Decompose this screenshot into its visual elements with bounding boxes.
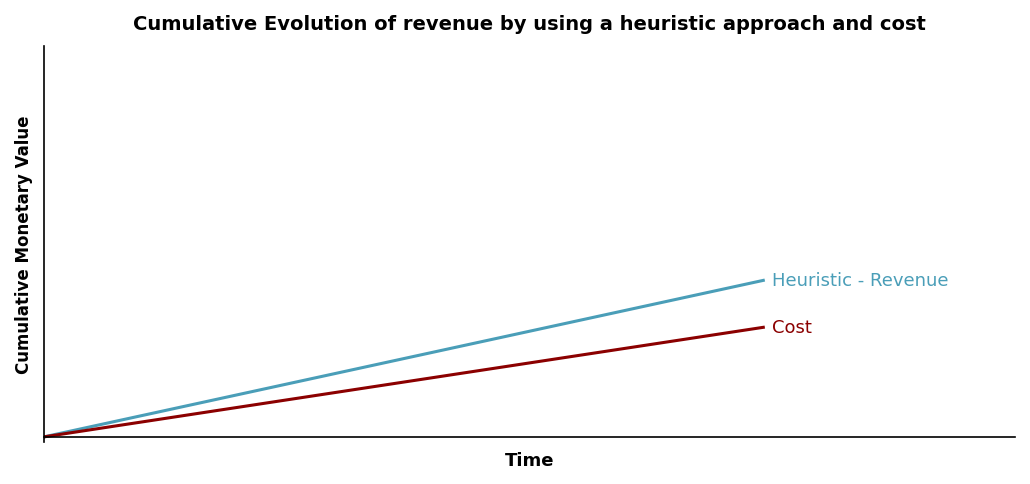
Text: Cost: Cost (771, 318, 812, 336)
Text: Heuristic - Revenue: Heuristic - Revenue (771, 272, 949, 290)
Y-axis label: Cumulative Monetary Value: Cumulative Monetary Value (15, 115, 33, 373)
Title: Cumulative Evolution of revenue by using a heuristic approach and cost: Cumulative Evolution of revenue by using… (133, 15, 926, 34)
X-axis label: Time: Time (505, 451, 554, 469)
